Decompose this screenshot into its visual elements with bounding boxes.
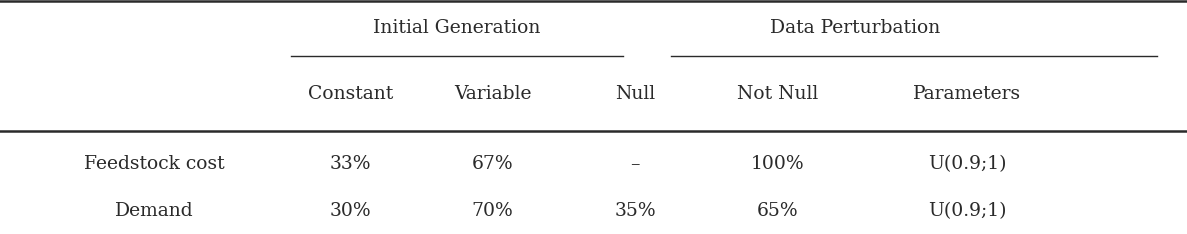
Text: Parameters: Parameters xyxy=(913,85,1022,102)
Text: 35%: 35% xyxy=(614,202,656,219)
Text: Data Perturbation: Data Perturbation xyxy=(769,19,940,37)
Text: Demand: Demand xyxy=(115,202,193,219)
Text: U(0.9;1): U(0.9;1) xyxy=(928,155,1007,173)
Text: 33%: 33% xyxy=(330,155,370,173)
Text: 67%: 67% xyxy=(471,155,514,173)
Text: 70%: 70% xyxy=(471,202,514,219)
Text: Initial Generation: Initial Generation xyxy=(373,19,541,37)
Text: Variable: Variable xyxy=(453,85,532,102)
Text: Null: Null xyxy=(615,85,655,102)
Text: Not Null: Not Null xyxy=(737,85,818,102)
Text: 100%: 100% xyxy=(750,155,805,173)
Text: 65%: 65% xyxy=(756,202,799,219)
Text: U(0.9;1): U(0.9;1) xyxy=(928,202,1007,219)
Text: –: – xyxy=(630,155,640,173)
Text: Feedstock cost: Feedstock cost xyxy=(84,155,224,173)
Text: 30%: 30% xyxy=(329,202,372,219)
Text: Constant: Constant xyxy=(307,85,393,102)
